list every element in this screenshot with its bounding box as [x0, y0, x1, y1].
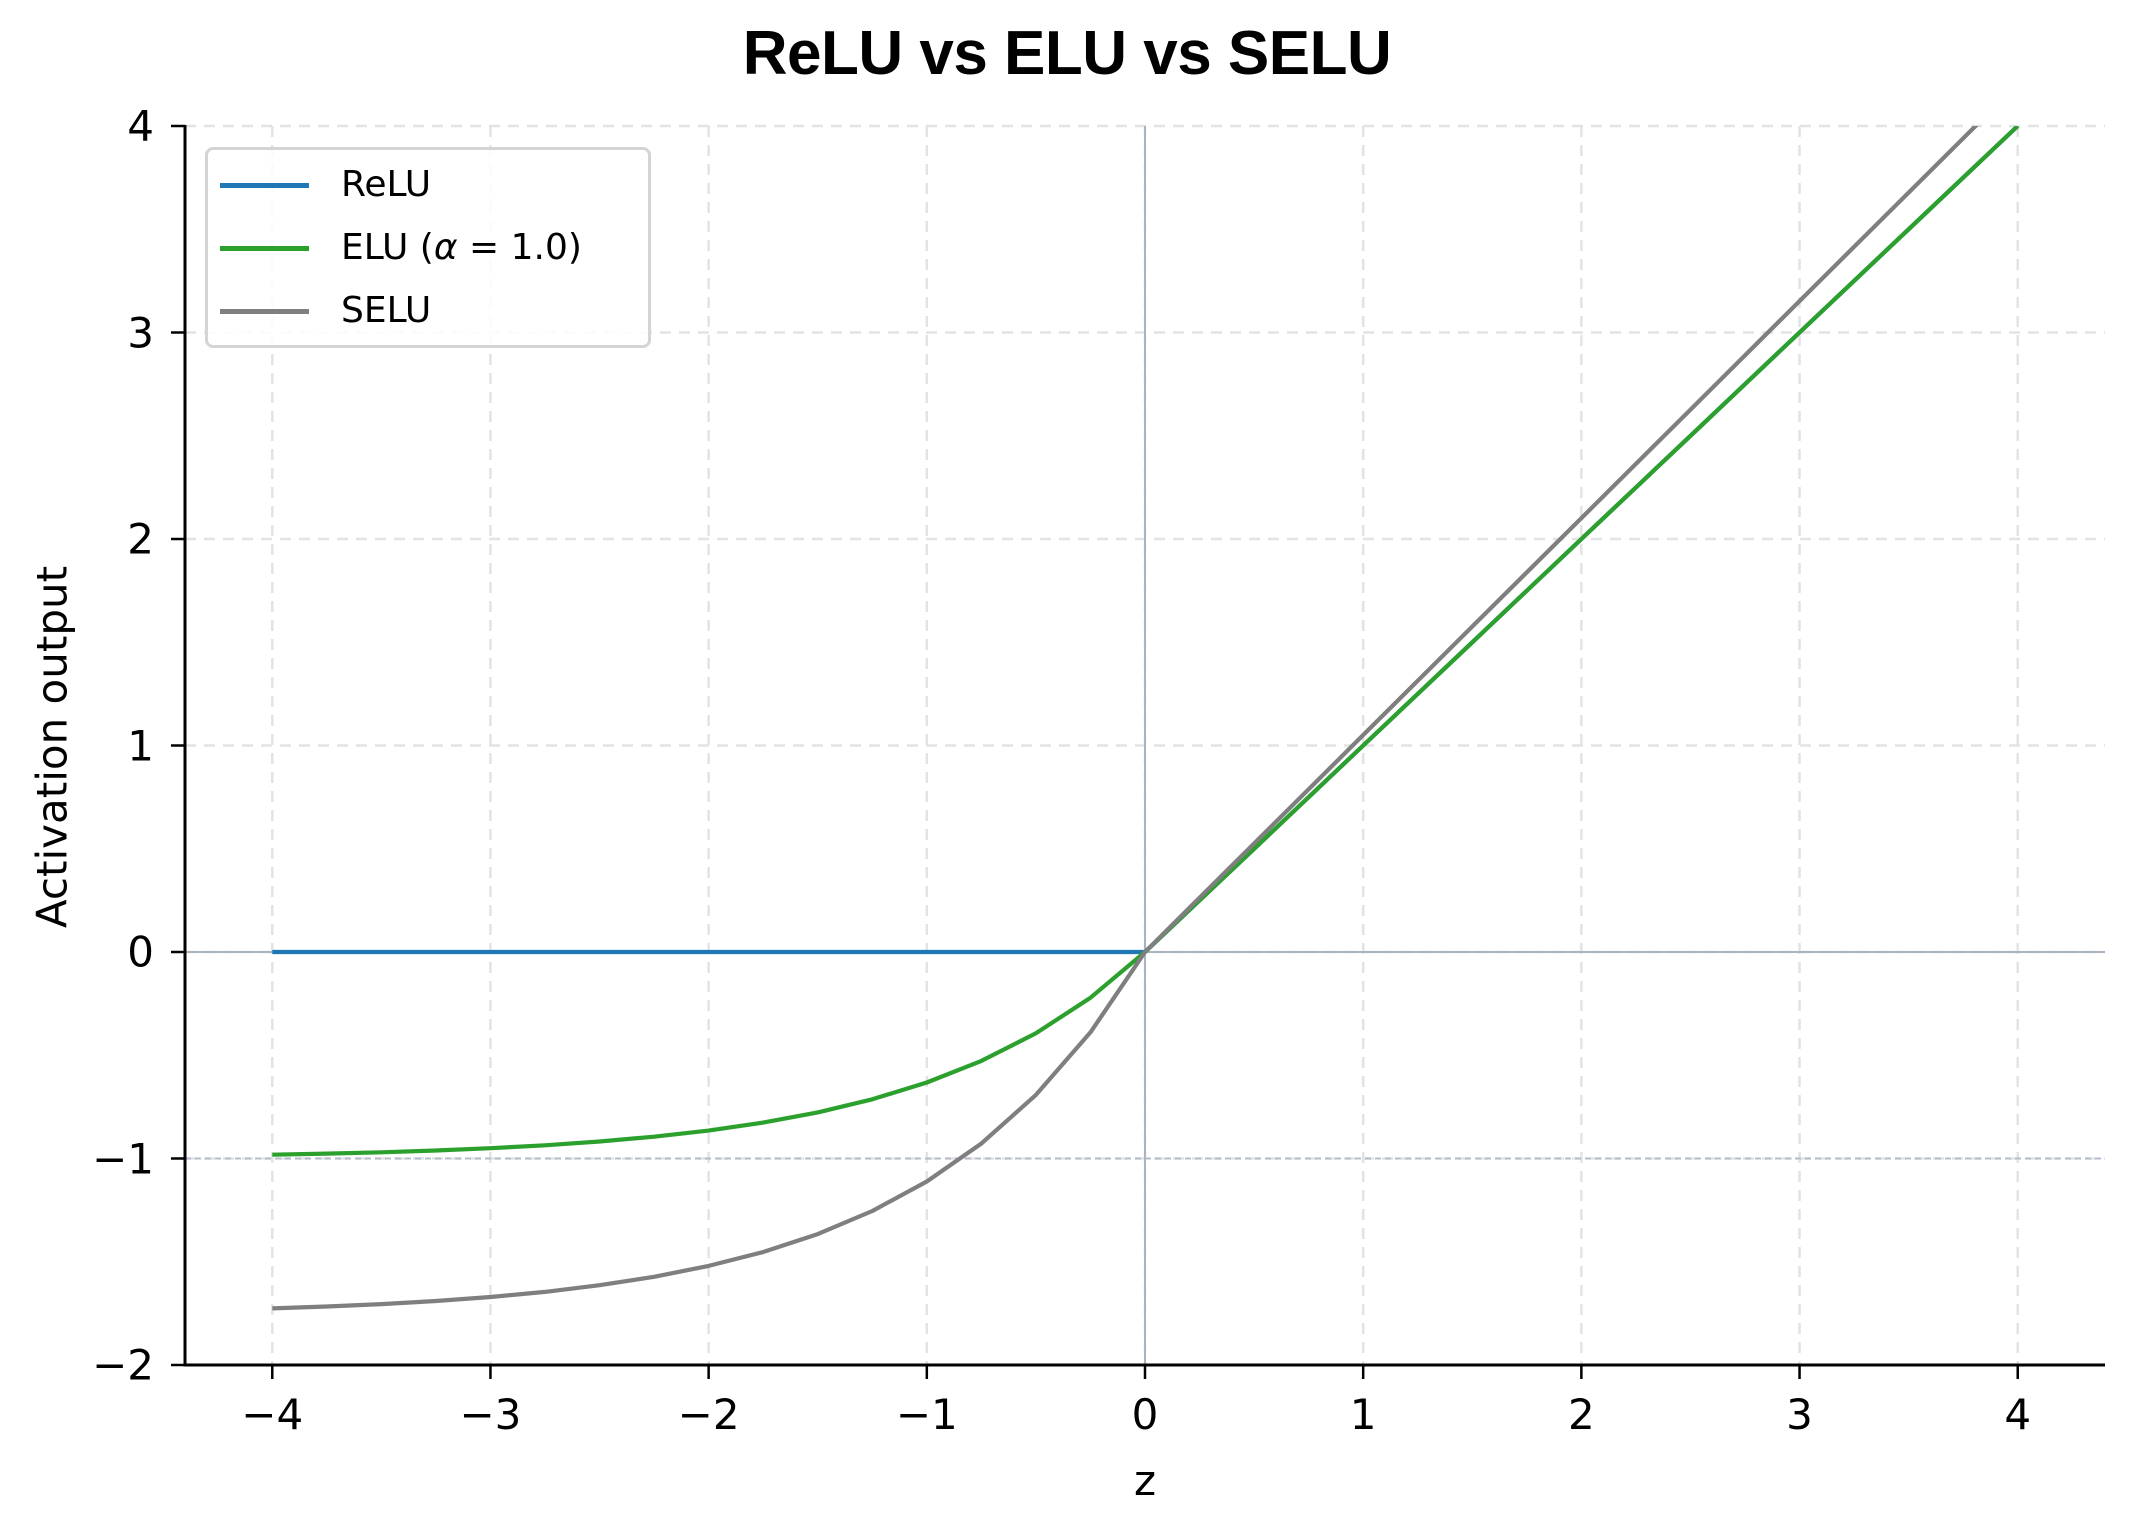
legend: ReLU ELU (α = 1.0) SELU — [205, 147, 651, 348]
legend-label-elu-alpha: α — [433, 227, 458, 268]
x-tick-label: −4 — [241, 1390, 304, 1439]
y-tick-label: 3 — [127, 308, 154, 357]
legend-label-elu-prefix: ELU ( — [341, 227, 434, 268]
elu-line-swatch-icon — [220, 246, 309, 251]
series-line-selu — [272, 126, 1979, 1311]
selu-line-swatch-icon — [220, 309, 309, 314]
relu-line-swatch-icon — [220, 183, 309, 188]
series-line-elu — [272, 126, 2020, 1157]
x-tick-label: 4 — [2004, 1390, 2032, 1439]
data-series — [272, 126, 2020, 1311]
x-tick-label: −1 — [895, 1390, 958, 1439]
legend-label-elu-suffix: = 1.0) — [457, 227, 582, 268]
y-tick-label: −1 — [92, 1134, 154, 1183]
x-tick-label: 0 — [1131, 1390, 1159, 1439]
x-tick-label: 2 — [1567, 1390, 1595, 1439]
axes — [171, 124, 2105, 1379]
x-axis-label: z — [1133, 1456, 1157, 1505]
legend-label-selu: SELU — [341, 290, 432, 331]
y-tick-label: 0 — [127, 927, 154, 977]
x-tick-label: −3 — [459, 1390, 522, 1439]
legend-label-relu: ReLU — [341, 164, 432, 205]
y-tick-label: 1 — [127, 721, 154, 770]
y-axis-label: Activation output — [27, 565, 77, 929]
chart-title: ReLU vs ELU vs SELU — [742, 19, 1392, 88]
y-tick-label: −2 — [92, 1340, 154, 1390]
x-tick-label: 3 — [1786, 1390, 1813, 1439]
y-tick-label: 4 — [127, 101, 154, 151]
legend-label-elu: ELU (α = 1.0) — [341, 228, 582, 268]
x-tick-label: −2 — [677, 1390, 740, 1439]
x-tick-label: 1 — [1349, 1390, 1377, 1439]
y-tick-label: 2 — [127, 514, 154, 564]
